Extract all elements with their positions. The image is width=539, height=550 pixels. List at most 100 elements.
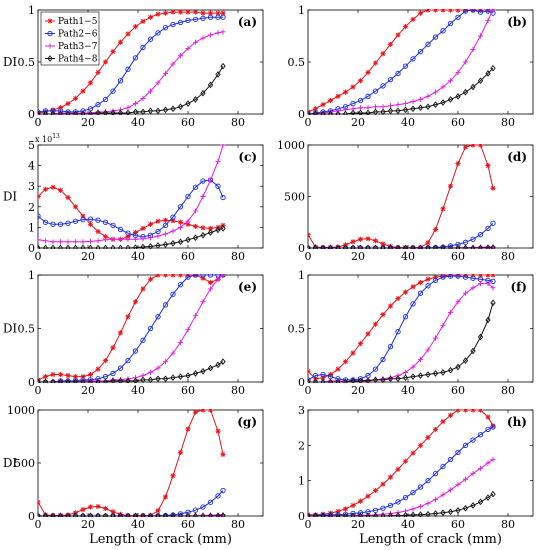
data-point — [425, 244, 431, 249]
data-point — [477, 333, 484, 341]
data-point — [357, 97, 364, 104]
y-tick-label: 0 — [28, 376, 35, 389]
data-point — [38, 244, 41, 249]
data-point — [192, 409, 199, 415]
y-exponent-power: 13 — [52, 133, 60, 140]
data-point — [155, 242, 161, 249]
data-point — [177, 9, 184, 15]
data-point — [57, 187, 64, 193]
data-point — [170, 218, 176, 224]
data-point — [455, 160, 461, 167]
data-point — [110, 222, 116, 228]
data-point — [410, 284, 416, 290]
data-point — [485, 244, 491, 249]
data-point — [308, 244, 311, 249]
data-point — [117, 226, 124, 233]
data-point — [215, 226, 221, 234]
data-point — [312, 244, 319, 249]
data-point — [470, 502, 476, 509]
legend-label: Path3−7 — [58, 42, 98, 52]
data-point — [425, 510, 431, 517]
data-point — [440, 206, 446, 212]
data-point — [485, 316, 491, 324]
series-line — [308, 9, 494, 115]
series-path26 — [308, 9, 496, 115]
data-point — [185, 218, 191, 224]
data-point — [380, 83, 386, 89]
data-point — [177, 204, 184, 210]
data-point — [102, 234, 109, 240]
data-point — [207, 286, 214, 292]
data-point — [432, 510, 439, 517]
data-point — [215, 14, 221, 20]
data-point — [372, 108, 379, 115]
x-axis-label: Length of crack (mm) — [359, 532, 502, 547]
data-point — [425, 478, 431, 484]
x-tick-label: 20 — [351, 116, 365, 129]
data-point — [410, 490, 416, 496]
series-path15 — [308, 409, 496, 517]
data-point — [177, 512, 184, 517]
data-point — [140, 18, 146, 25]
data-point — [455, 449, 461, 456]
data-point — [132, 108, 139, 115]
data-point — [170, 9, 176, 15]
data-point — [425, 347, 431, 353]
data-point — [177, 19, 184, 26]
data-point — [335, 378, 341, 383]
data-point — [80, 507, 86, 513]
panel-label: (a) — [238, 15, 257, 29]
data-point — [387, 107, 394, 115]
data-point — [320, 102, 326, 108]
data-point — [455, 69, 461, 75]
data-point — [312, 106, 319, 112]
y-tick-label: 1 — [28, 4, 35, 17]
data-point — [372, 244, 379, 249]
plot-frame — [37, 144, 264, 249]
series-path48 — [308, 64, 496, 115]
panel-c: 0 20 40 60 80 0 1 2 3 4 5 x 1013 DI (c) — [3, 133, 264, 263]
data-point — [372, 238, 379, 244]
data-point — [477, 498, 484, 506]
data-point — [402, 374, 409, 382]
series-path15 — [38, 9, 226, 115]
data-point — [170, 473, 176, 479]
data-point — [350, 244, 356, 249]
data-point — [87, 238, 94, 245]
data-point — [410, 450, 416, 456]
y-exponent-label: x 1013 — [35, 133, 60, 144]
x-tick-label: 20 — [81, 518, 95, 531]
data-point — [357, 105, 364, 111]
data-point — [447, 78, 454, 84]
data-point — [380, 244, 386, 249]
data-point — [425, 500, 431, 506]
data-point — [215, 276, 221, 282]
data-point — [342, 89, 349, 95]
y-axis-label: DI — [3, 190, 18, 204]
series-path26 — [308, 274, 496, 383]
data-point — [440, 274, 446, 280]
data-point — [470, 46, 476, 53]
data-point — [125, 234, 131, 240]
series-path37 — [38, 144, 226, 245]
data-point — [470, 144, 476, 148]
y-tick-label: 4 — [28, 160, 35, 173]
x-tick-label: 0 — [35, 116, 42, 129]
data-point — [462, 88, 469, 96]
data-point — [147, 88, 154, 94]
data-point — [320, 110, 326, 115]
x-tick-label: 60 — [451, 384, 465, 397]
data-point — [155, 375, 161, 383]
data-point — [155, 365, 161, 371]
data-point — [410, 373, 416, 380]
data-point — [117, 512, 124, 517]
data-point — [485, 9, 491, 14]
data-point — [410, 56, 416, 62]
data-point — [132, 55, 139, 61]
data-point — [50, 107, 56, 113]
data-point — [365, 331, 371, 337]
data-point — [170, 105, 176, 113]
data-point — [42, 110, 49, 115]
data-point — [170, 239, 176, 247]
data-point — [490, 299, 496, 307]
